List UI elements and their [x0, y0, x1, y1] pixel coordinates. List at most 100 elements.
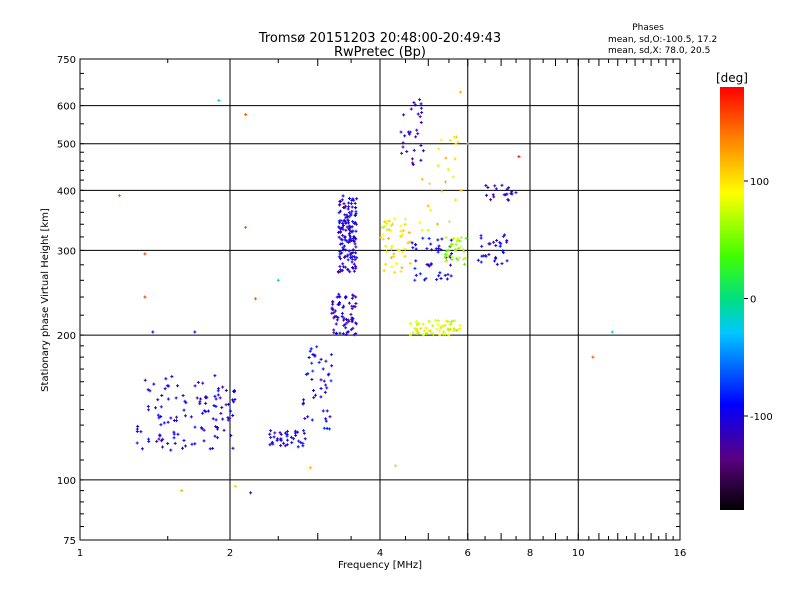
data-point [349, 251, 353, 255]
data-point [354, 222, 358, 226]
data-point [352, 304, 356, 308]
data-point [407, 132, 411, 136]
x-tick-label: 2 [227, 548, 233, 559]
data-point [350, 257, 354, 261]
data-point [273, 431, 277, 435]
data-point [455, 239, 459, 243]
data-point [418, 221, 422, 225]
data-point [312, 389, 316, 393]
data-point [480, 254, 484, 258]
data-point [424, 326, 428, 330]
data-point [458, 90, 462, 94]
data-point [418, 115, 422, 119]
data-point [227, 402, 231, 406]
data-point [354, 322, 358, 326]
data-point [338, 301, 342, 305]
data-point [446, 254, 450, 258]
data-point [341, 262, 345, 266]
data-point [181, 394, 185, 398]
data-point [439, 248, 443, 252]
data-point [231, 398, 235, 402]
data-point [347, 249, 351, 253]
data-point [458, 324, 462, 328]
data-point [381, 233, 385, 237]
data-point [143, 378, 147, 382]
data-point [202, 409, 206, 413]
data-point [411, 331, 415, 335]
data-point [162, 421, 166, 425]
data-point [181, 446, 185, 450]
data-point [436, 250, 440, 254]
data-point [344, 248, 348, 252]
data-point [408, 333, 412, 337]
data-point [184, 444, 188, 448]
data-point [341, 233, 345, 237]
data-point [180, 489, 184, 493]
data-point [420, 177, 424, 181]
data-point [414, 247, 418, 251]
data-point [172, 436, 176, 440]
data-point [444, 319, 448, 323]
data-point [213, 434, 217, 438]
data-point [354, 229, 358, 233]
data-point [446, 320, 450, 324]
x-tick-label: 8 [527, 548, 533, 559]
data-point [269, 435, 273, 439]
data-point [342, 202, 346, 206]
data-point [353, 242, 357, 246]
data-point [407, 231, 411, 235]
data-point [176, 432, 180, 436]
data-point [445, 277, 449, 281]
data-point [163, 387, 167, 391]
colorbar-tick-label: 100 [750, 177, 769, 188]
data-point [500, 183, 504, 187]
data-point [341, 268, 345, 272]
data-point [229, 409, 233, 413]
data-point [392, 252, 396, 256]
data-point [355, 197, 359, 201]
data-point [444, 235, 448, 239]
data-point [385, 222, 389, 226]
data-point [348, 237, 352, 241]
data-point [416, 112, 420, 116]
data-point [279, 432, 283, 436]
data-point [398, 234, 402, 238]
data-point [214, 397, 218, 401]
data-point [213, 394, 217, 398]
data-point [214, 425, 218, 429]
data-point [419, 326, 423, 330]
data-point [321, 409, 325, 413]
grid [80, 59, 680, 540]
data-point [444, 156, 448, 160]
data-point [353, 258, 357, 262]
data-point [161, 445, 165, 449]
data-point [217, 98, 221, 102]
data-point [342, 244, 346, 248]
data-point [204, 395, 208, 399]
data-point [436, 164, 440, 168]
data-point [338, 199, 342, 203]
data-point [212, 404, 216, 408]
data-point [354, 251, 358, 255]
data-point [278, 437, 282, 441]
data-point [337, 235, 341, 239]
data-point [416, 132, 420, 136]
data-point [344, 295, 348, 299]
data-point [143, 252, 147, 256]
data-point [302, 429, 306, 433]
data-point [393, 270, 397, 274]
data-point [159, 415, 163, 419]
data-point [421, 333, 425, 337]
data-point [135, 430, 139, 434]
data-point [342, 247, 346, 251]
data-point [310, 361, 314, 365]
data-point [328, 415, 332, 419]
data-point [343, 265, 347, 269]
data-point [403, 222, 407, 226]
data-point [347, 205, 351, 209]
data-point [348, 270, 352, 274]
data-point [156, 413, 160, 417]
data-point [330, 311, 334, 315]
data-point [505, 240, 509, 244]
data-point [341, 332, 345, 336]
